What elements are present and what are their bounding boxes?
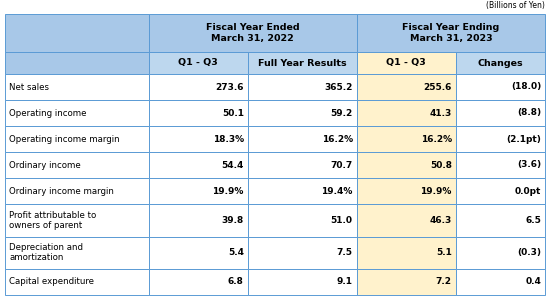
Bar — [148, 52, 248, 74]
Bar — [5, 52, 148, 74]
Text: Net sales: Net sales — [9, 82, 49, 91]
Text: Fiscal Year Ending
March 31, 2023: Fiscal Year Ending March 31, 2023 — [402, 23, 499, 43]
Text: 46.3: 46.3 — [430, 216, 452, 225]
Text: 0.0pt: 0.0pt — [515, 187, 541, 196]
Text: 50.1: 50.1 — [222, 109, 244, 118]
Text: 59.2: 59.2 — [331, 109, 353, 118]
Bar — [148, 100, 248, 126]
Text: Ordinary income margin: Ordinary income margin — [9, 187, 114, 196]
Bar — [148, 269, 248, 295]
Bar — [456, 74, 545, 100]
Text: 19.4%: 19.4% — [321, 187, 353, 196]
Text: 5.4: 5.4 — [228, 248, 244, 257]
Text: 18.3%: 18.3% — [213, 134, 244, 143]
Text: Profit attributable to
owners of parent: Profit attributable to owners of parent — [9, 211, 96, 230]
Text: 50.8: 50.8 — [430, 160, 452, 169]
Bar — [456, 204, 545, 236]
Bar — [248, 126, 357, 152]
Text: 54.4: 54.4 — [222, 160, 244, 169]
Text: 16.2%: 16.2% — [421, 134, 452, 143]
Bar — [248, 74, 357, 100]
Text: 365.2: 365.2 — [324, 82, 353, 91]
Text: Changes: Changes — [477, 58, 523, 68]
Text: Operating income: Operating income — [9, 109, 86, 118]
Bar — [357, 52, 456, 74]
Bar — [248, 152, 357, 178]
Bar — [5, 14, 148, 52]
Text: 9.1: 9.1 — [337, 278, 353, 286]
Text: 19.9%: 19.9% — [420, 187, 452, 196]
Text: 255.6: 255.6 — [424, 82, 452, 91]
Text: (Billions of Yen): (Billions of Yen) — [486, 1, 544, 10]
Bar — [148, 126, 248, 152]
Text: (3.6): (3.6) — [517, 160, 541, 169]
Text: Capital expenditure: Capital expenditure — [9, 278, 94, 286]
Text: 7.5: 7.5 — [337, 248, 353, 257]
Bar — [5, 178, 148, 204]
Bar — [456, 236, 545, 269]
Bar — [357, 236, 456, 269]
Text: Fiscal Year Ended
March 31, 2022: Fiscal Year Ended March 31, 2022 — [206, 23, 300, 43]
Bar — [248, 204, 357, 236]
Text: Full Year Results: Full Year Results — [258, 58, 346, 68]
Text: Q1 - Q3: Q1 - Q3 — [178, 58, 218, 68]
Text: (2.1pt): (2.1pt) — [506, 134, 541, 143]
Bar — [148, 204, 248, 236]
Bar — [5, 236, 148, 269]
Bar — [248, 269, 357, 295]
Text: Q1 - Q3: Q1 - Q3 — [387, 58, 426, 68]
Text: 5.1: 5.1 — [436, 248, 452, 257]
Bar — [456, 52, 545, 74]
Bar — [357, 126, 456, 152]
Bar — [456, 152, 545, 178]
Bar — [5, 269, 148, 295]
Bar — [148, 74, 248, 100]
Bar — [5, 126, 148, 152]
Text: 41.3: 41.3 — [430, 109, 452, 118]
Bar — [148, 14, 357, 52]
Bar — [357, 204, 456, 236]
Bar — [248, 178, 357, 204]
Text: 16.2%: 16.2% — [322, 134, 353, 143]
Bar — [248, 236, 357, 269]
Bar — [456, 100, 545, 126]
Bar — [5, 204, 148, 236]
Text: 7.2: 7.2 — [436, 278, 452, 286]
Text: 6.5: 6.5 — [525, 216, 541, 225]
Text: Operating income margin: Operating income margin — [9, 134, 120, 143]
Bar — [456, 126, 545, 152]
Text: 51.0: 51.0 — [331, 216, 353, 225]
Bar — [5, 152, 148, 178]
Bar — [456, 178, 545, 204]
Text: 19.9%: 19.9% — [212, 187, 244, 196]
Text: Depreciation and
amortization: Depreciation and amortization — [9, 243, 83, 262]
Bar — [148, 236, 248, 269]
Bar — [5, 100, 148, 126]
Text: 70.7: 70.7 — [331, 160, 353, 169]
Text: 273.6: 273.6 — [215, 82, 244, 91]
Bar — [357, 269, 456, 295]
Bar — [357, 100, 456, 126]
Text: Ordinary income: Ordinary income — [9, 160, 81, 169]
Text: 0.4: 0.4 — [525, 278, 541, 286]
Bar — [357, 178, 456, 204]
Bar — [357, 74, 456, 100]
Text: 6.8: 6.8 — [228, 278, 244, 286]
Bar — [148, 152, 248, 178]
Bar — [248, 100, 357, 126]
Text: (18.0): (18.0) — [511, 82, 541, 91]
Bar — [357, 152, 456, 178]
Bar — [456, 269, 545, 295]
Bar — [148, 178, 248, 204]
Text: 39.8: 39.8 — [222, 216, 244, 225]
Bar — [5, 74, 148, 100]
Text: (8.8): (8.8) — [517, 109, 541, 118]
Bar — [357, 14, 545, 52]
Bar — [248, 52, 357, 74]
Text: (0.3): (0.3) — [517, 248, 541, 257]
